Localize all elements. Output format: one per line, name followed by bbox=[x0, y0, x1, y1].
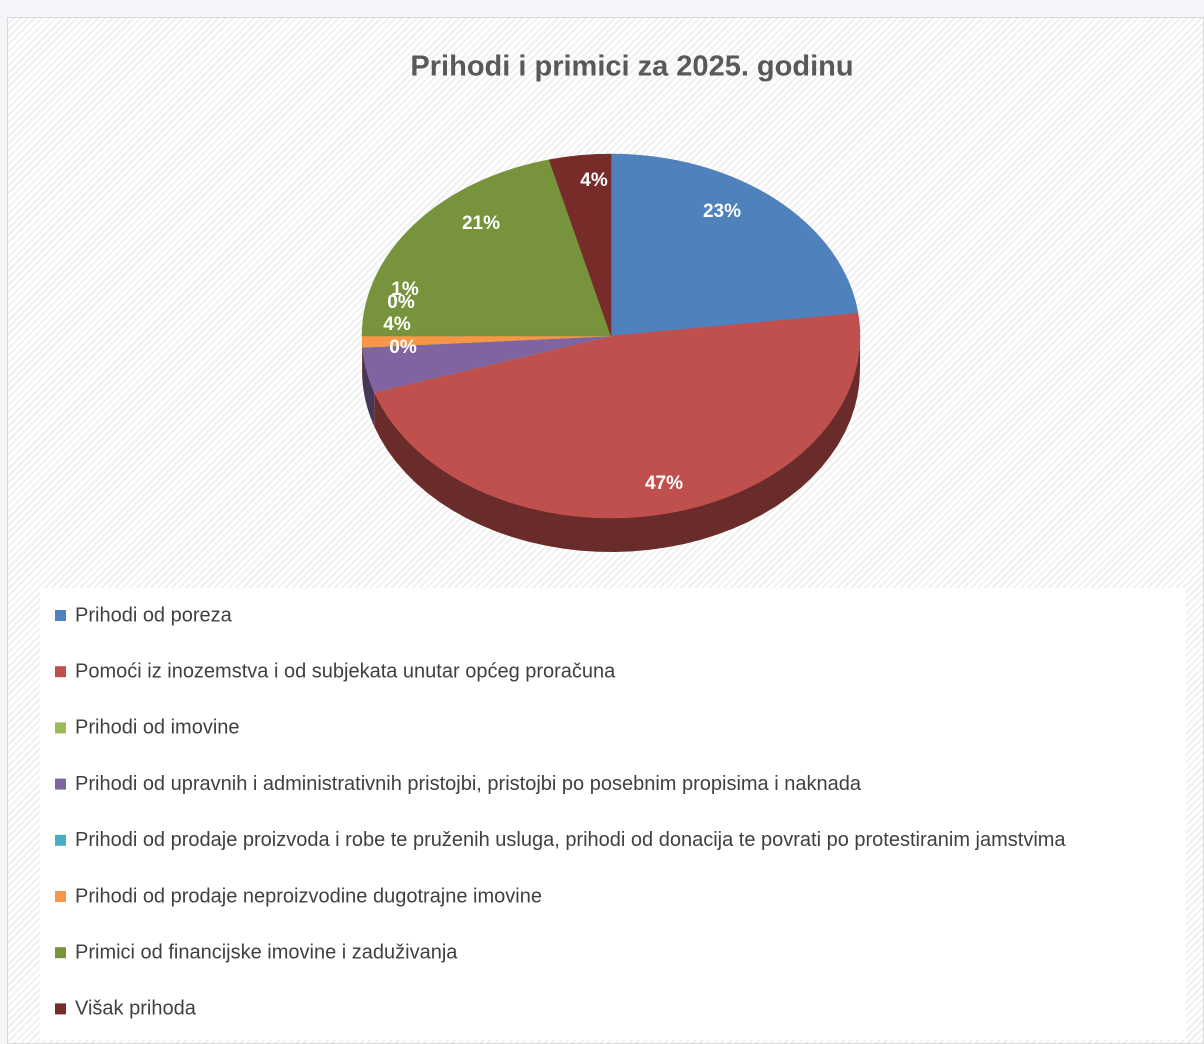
legend-label: Prihodi od prodaje neproizvodine dugotra… bbox=[75, 885, 542, 907]
legend-label: Prihodi od poreza bbox=[75, 604, 233, 626]
slice bbox=[373, 312, 861, 519]
legend-label: Višak prihoda bbox=[75, 998, 197, 1020]
slice bbox=[610, 153, 859, 337]
legend-swatch bbox=[55, 947, 66, 959]
data-label: 4% bbox=[580, 170, 608, 191]
data-label: 47% bbox=[645, 473, 683, 494]
legend-label: Prihodi od prodaje proizvoda i robe te p… bbox=[75, 829, 1066, 851]
data-label: 1% bbox=[391, 279, 419, 300]
data-label: 21% bbox=[462, 213, 500, 234]
legend-label: Primici od financijske imovine i zaduživ… bbox=[75, 941, 458, 963]
slice bbox=[361, 159, 612, 337]
slice bbox=[548, 153, 612, 337]
data-label: 23% bbox=[703, 201, 741, 222]
data-label: 0% bbox=[389, 337, 417, 358]
slice-side bbox=[374, 336, 860, 552]
legend-swatch bbox=[55, 1003, 66, 1015]
data-label: 4% bbox=[383, 314, 411, 335]
legend-swatch bbox=[55, 834, 66, 846]
legend-label: Prihodi od upravnih i administrativnih p… bbox=[75, 773, 862, 795]
legend-box bbox=[40, 588, 1186, 1040]
legend-swatch bbox=[55, 666, 66, 678]
legend-label: Pomoći iz inozemstva i od subjekata unut… bbox=[75, 660, 616, 682]
legend-swatch bbox=[55, 778, 66, 790]
chart-title: Prihodi i primici za 2025. godinu bbox=[410, 51, 853, 83]
legend-swatch bbox=[55, 722, 66, 734]
legend-swatch bbox=[55, 891, 66, 902]
legend-label: Prihodi od imovine bbox=[75, 717, 240, 739]
legend-swatch bbox=[55, 610, 66, 621]
data-label: 0% bbox=[387, 292, 415, 313]
